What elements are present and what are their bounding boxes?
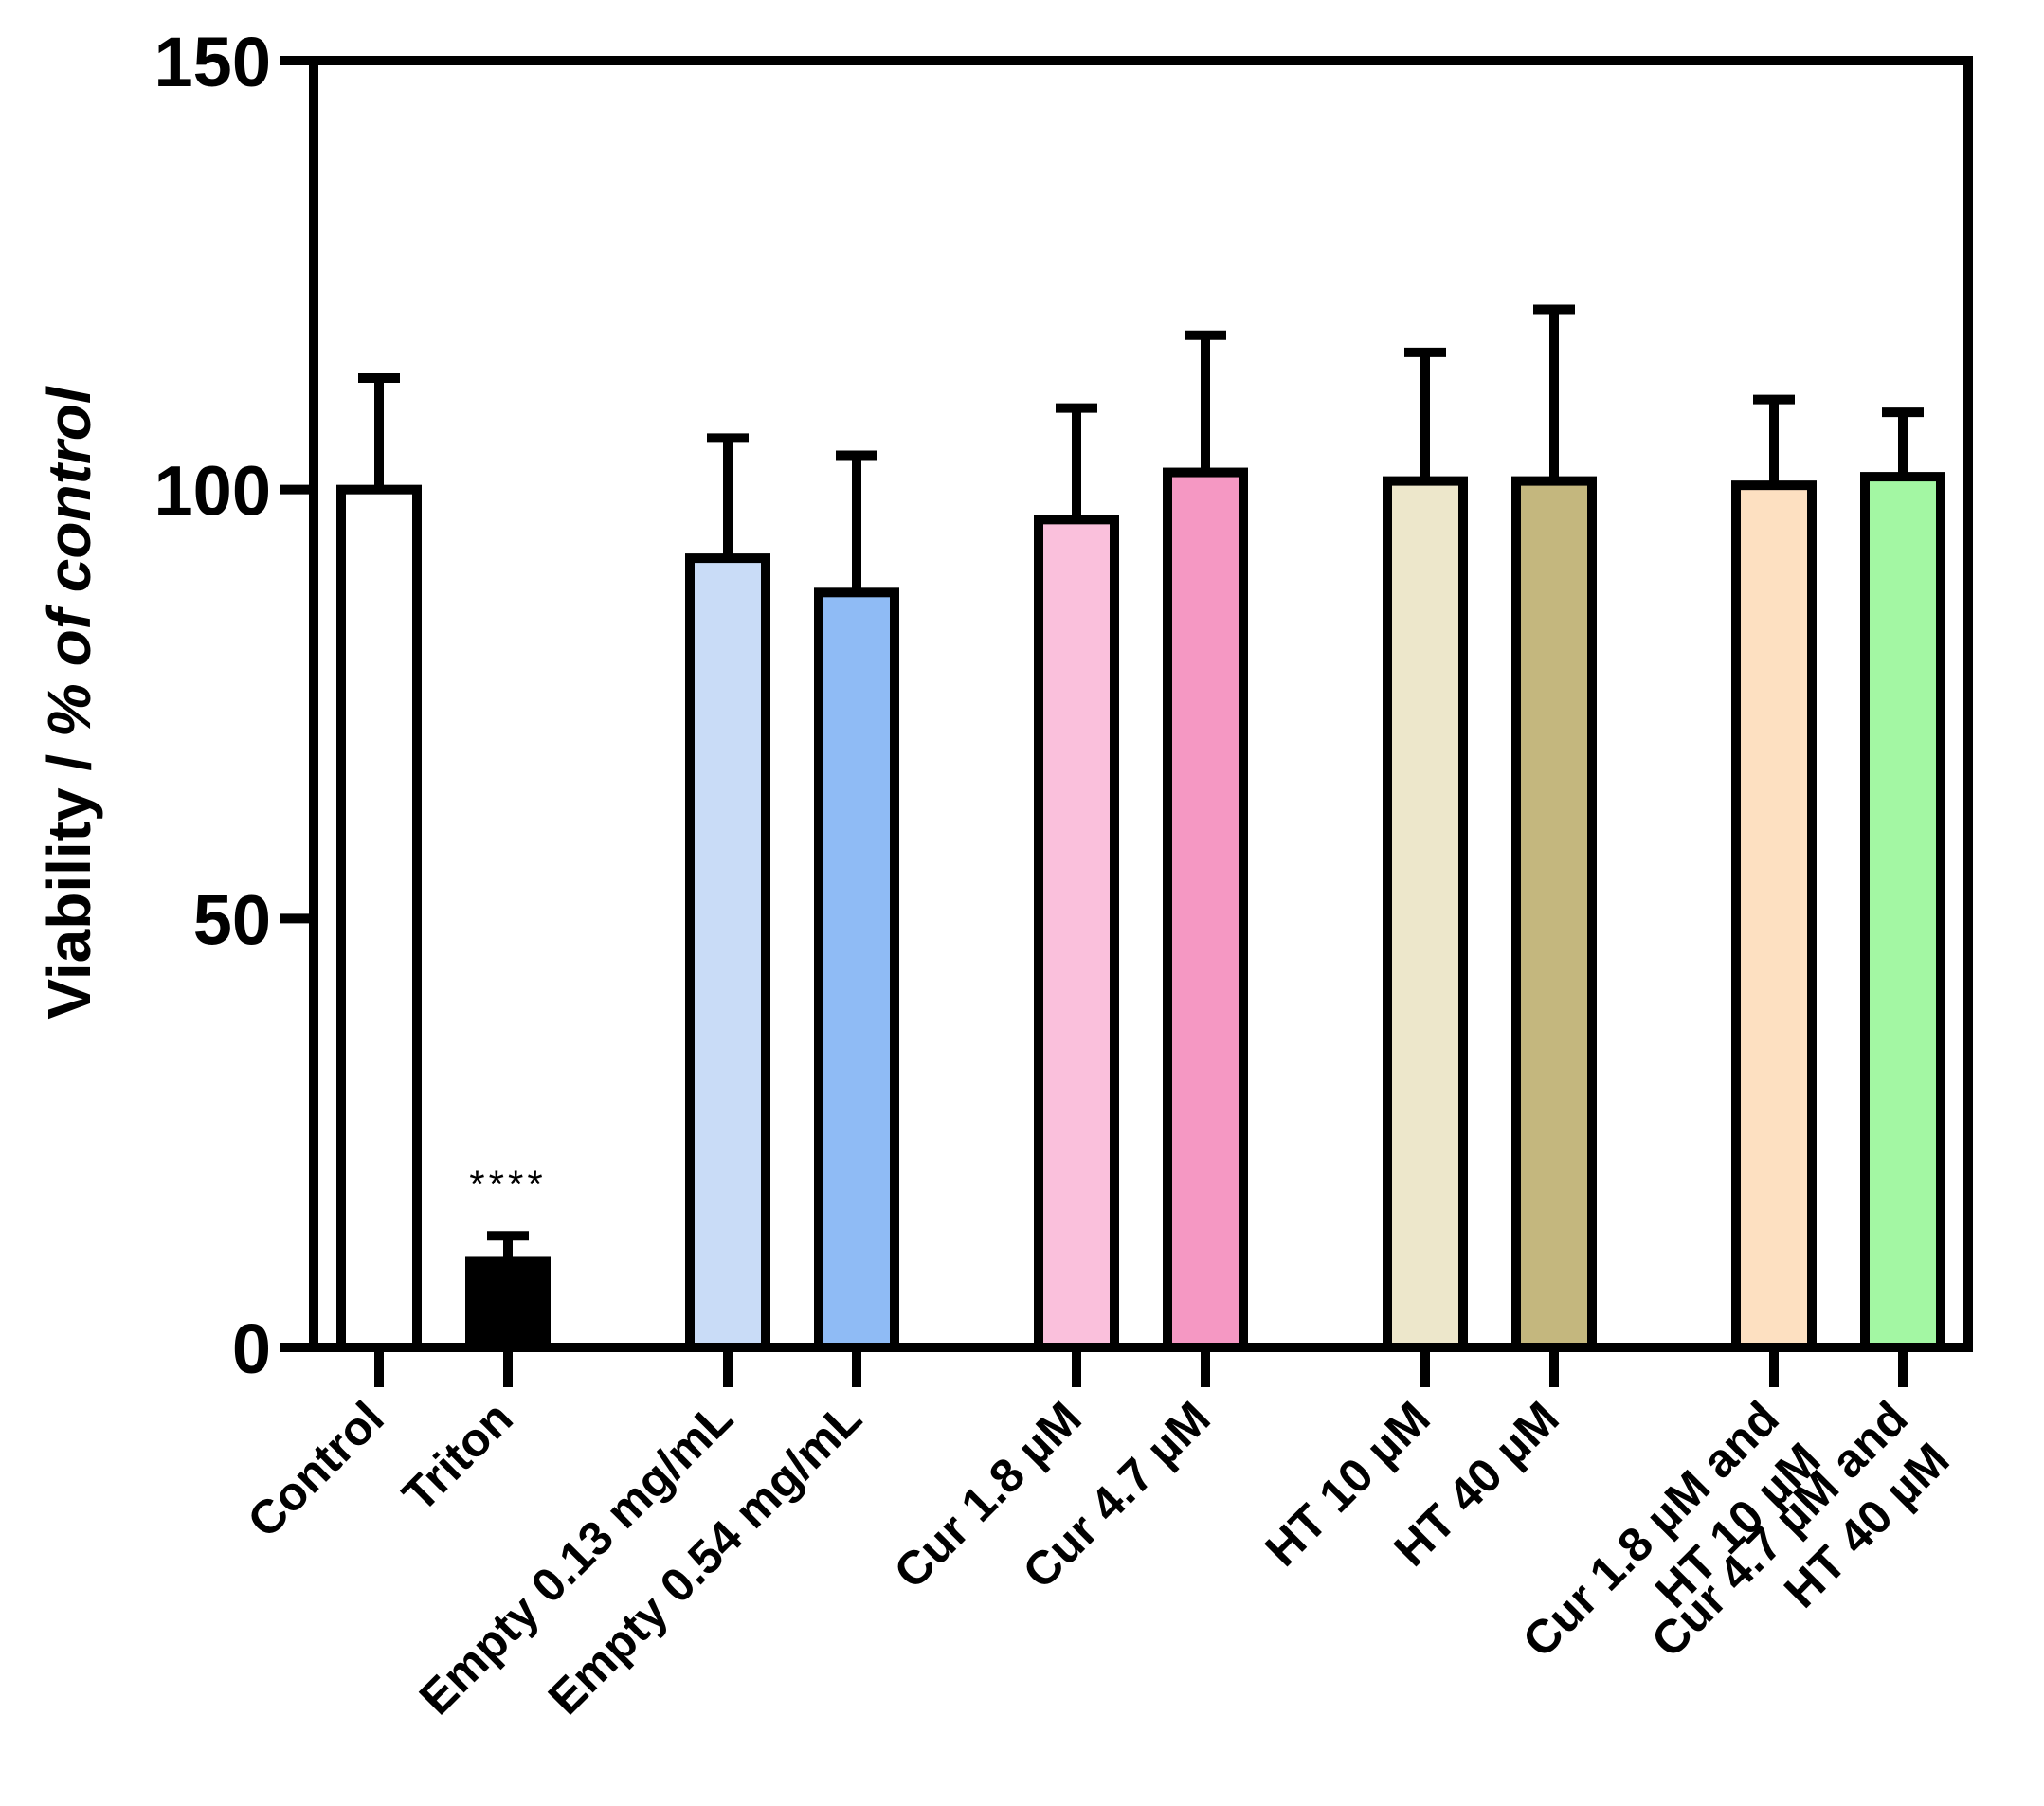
y-axis-title-italic: % of control bbox=[35, 386, 103, 737]
axes-layer bbox=[309, 56, 1973, 1352]
bar bbox=[336, 484, 422, 1352]
bar bbox=[1511, 476, 1597, 1352]
y-axis-title-main: Viability / bbox=[35, 737, 103, 1020]
bar bbox=[814, 587, 899, 1352]
bar bbox=[1860, 472, 1945, 1352]
y-axis-title: Viability / % of control bbox=[35, 386, 103, 1020]
bar bbox=[1731, 480, 1817, 1352]
y-tick-label: 50 bbox=[193, 880, 271, 959]
y-tick-label: 100 bbox=[154, 452, 271, 531]
y-tick-label: 0 bbox=[232, 1309, 271, 1388]
bar bbox=[465, 1256, 551, 1353]
x-category-label-line: Triton bbox=[392, 1391, 523, 1522]
bar bbox=[1383, 476, 1468, 1352]
bars-layer: **** bbox=[336, 304, 1945, 1353]
bar bbox=[685, 553, 770, 1352]
x-category-label-line: Control bbox=[238, 1391, 394, 1547]
significance-label: **** bbox=[469, 1162, 546, 1206]
y-ticks-layer: 0 50 100 150 bbox=[154, 23, 314, 1388]
plot-frame bbox=[309, 56, 1973, 1352]
y-tick-label: 150 bbox=[154, 23, 271, 101]
x-category-label: Triton bbox=[392, 1391, 523, 1522]
bar bbox=[1163, 467, 1248, 1352]
x-category-label: Control bbox=[238, 1391, 394, 1547]
bar bbox=[1034, 515, 1119, 1352]
